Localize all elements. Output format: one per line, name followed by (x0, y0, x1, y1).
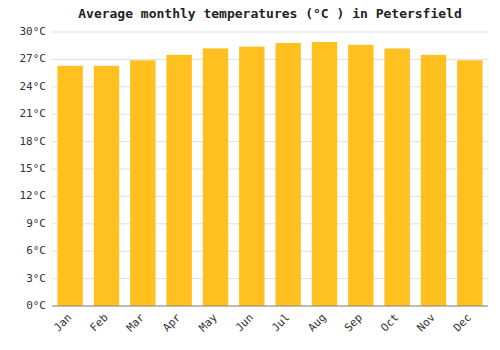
y-tick-label: 15°C (20, 162, 47, 175)
grid-line (52, 306, 488, 307)
x-tick-label: May (196, 311, 220, 335)
y-tick-label: 18°C (20, 135, 47, 148)
bar (57, 66, 82, 306)
x-tick-label: Mar (124, 311, 148, 335)
x-tick-label: Nov (414, 311, 438, 335)
x-tick-label: Apr (160, 311, 184, 335)
y-grid (52, 32, 488, 306)
grid-line (52, 32, 488, 33)
y-axis: 0°C 3°C 6°C 9°C 12°C 15°C 18°C 21°C 24°C 27°C 30°C (20, 25, 47, 312)
y-tick-label: 27°C (20, 52, 47, 65)
bar (384, 48, 409, 306)
bar (312, 42, 337, 306)
y-tick-label: 21°C (20, 107, 47, 120)
y-tick-label: 3°C (26, 272, 46, 285)
bar (239, 47, 264, 306)
y-tick-label: 6°C (26, 244, 46, 257)
y-tick-label: 9°C (26, 217, 46, 230)
bar (94, 66, 119, 306)
bar (348, 45, 373, 306)
chart: 0°C 3°C 6°C 9°C 12°C 15°C 18°C 21°C 24°C 27°C 30°C… (0, 0, 500, 350)
bar (130, 60, 155, 306)
y-tick-label: 24°C (20, 80, 47, 93)
bar (203, 48, 228, 306)
y-tick-label: 0°C (26, 299, 46, 312)
x-tick-label: Dec (451, 311, 474, 334)
x-axis: Jan Feb Mar Apr May Jun Jul Aug Sep Oct Nov Dec (51, 311, 474, 335)
y-tick-label: 30°C (20, 25, 47, 38)
bar (166, 55, 191, 306)
x-tick-label: Jul (269, 311, 292, 334)
x-tick-label: Jun (233, 311, 256, 334)
bars (57, 42, 482, 306)
x-tick-label: Oct (378, 311, 401, 334)
bar (275, 43, 300, 306)
title: Average monthly temperatures (°C ) in Pe… (78, 6, 462, 21)
x-axis-line (52, 306, 488, 307)
chart-container: 0°C 3°C 6°C 9°C 12°C 15°C 18°C 21°C 24°C 27°C 30°C… (0, 0, 500, 350)
y-tick-label: 12°C (20, 189, 47, 202)
x-tick-label: Feb (87, 311, 110, 334)
x-tick-label: Jan (51, 311, 74, 334)
bar (421, 55, 446, 306)
x-tick-label: Aug (305, 311, 328, 334)
bar (457, 60, 482, 306)
x-tick-label: Sep (342, 311, 365, 334)
